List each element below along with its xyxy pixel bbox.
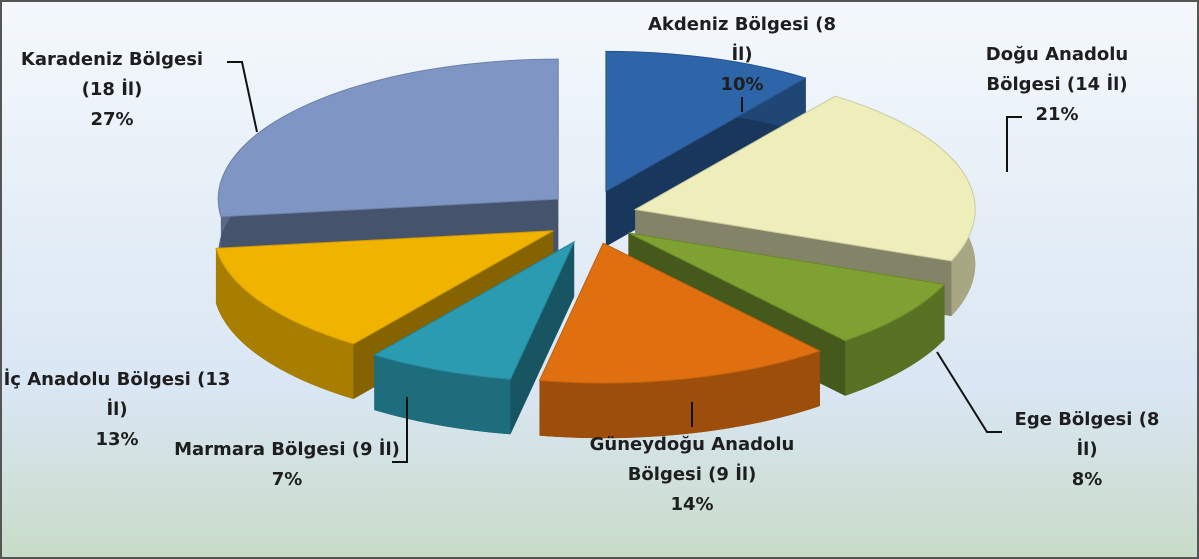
- value-label: 13%: [95, 429, 139, 450]
- value-label: 10%: [720, 74, 764, 95]
- slice: [633, 95, 976, 262]
- slice-label: Akdeniz Bölgesi (8 İl) 10%: [642, 10, 842, 100]
- slice: [605, 50, 808, 193]
- slice-group: [215, 230, 554, 400]
- value-label: 27%: [90, 109, 134, 130]
- value-label: 21%: [1035, 104, 1079, 125]
- value-label: 8%: [1071, 469, 1103, 490]
- slice-side: [215, 248, 354, 400]
- leader-line: [227, 61, 258, 133]
- category-label: Karadeniz Bölgesi (18 İl): [20, 49, 204, 100]
- slice-side: [539, 351, 820, 439]
- category-label: Doğu Anadolu Bölgesi (14 İl): [985, 44, 1129, 95]
- leader-line: [936, 351, 1002, 433]
- leader-line: [1006, 116, 1022, 172]
- slice: [628, 232, 946, 342]
- slice-group: [373, 240, 576, 435]
- category-label: Marmara Bölgesi (9 İl): [174, 439, 400, 460]
- slice-label: Marmara Bölgesi (9 İl) 7%: [167, 435, 407, 495]
- slice: [215, 230, 554, 345]
- slice-label: İç Anadolu Bölgesi (13 İl) 13%: [2, 365, 232, 455]
- value-label: 14%: [670, 494, 714, 515]
- category-label: Akdeniz Bölgesi (8 İl): [648, 14, 836, 65]
- slice: [373, 240, 576, 380]
- category-label: İç Anadolu Bölgesi (13 İl): [3, 369, 231, 420]
- value-label: 7%: [271, 469, 303, 490]
- slice-label: Karadeniz Bölgesi (18 İl) 27%: [2, 45, 222, 135]
- slice-side: [374, 355, 511, 435]
- slice-label: Güneydoğu Anadolu Bölgesi (9 İl) 14%: [587, 430, 797, 520]
- slice: [217, 58, 559, 218]
- slice-label: Ege Bölgesi (8 İl) 8%: [1007, 405, 1167, 495]
- slice-side: [845, 284, 945, 396]
- slice-label: Doğu Anadolu Bölgesi (14 İl) 21%: [967, 40, 1147, 130]
- slice: [538, 242, 822, 384]
- category-label: Ege Bölgesi (8 İl): [1014, 409, 1160, 460]
- slice-group: [538, 242, 822, 439]
- leader-line: [392, 397, 408, 463]
- category-label: Güneydoğu Anadolu Bölgesi (9 İl): [589, 434, 795, 485]
